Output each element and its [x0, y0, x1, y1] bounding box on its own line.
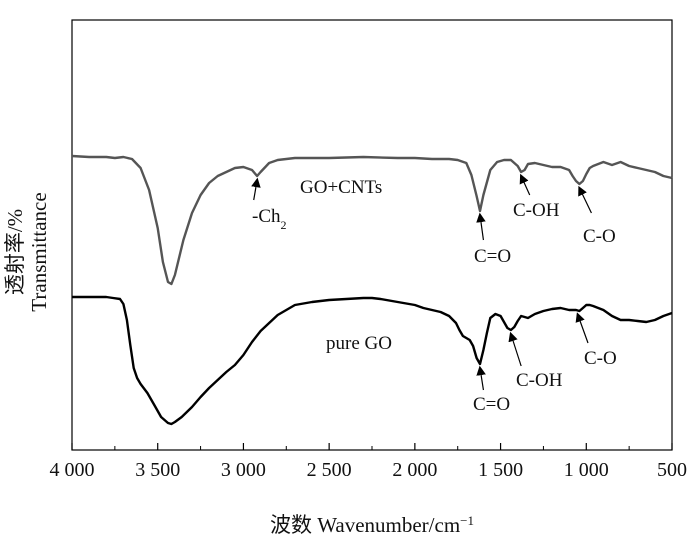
x-tick-label: 3 500 [135, 459, 180, 481]
series-labels: GO+CNTs pure GO [300, 177, 392, 354]
series-label-go-cnts: GO+CNTs [300, 177, 382, 198]
annotation-arrow [251, 177, 261, 201]
peak-annotations: -Ch2 C=O C-OH C-O C=O C-OH C-O [251, 173, 617, 415]
annotation-label-c_o2: C-O [584, 348, 617, 369]
x-tick-label: 3 000 [221, 459, 266, 481]
series-label-pure-go: pure GO [326, 333, 392, 354]
x-tick-label: 4 000 [50, 459, 95, 481]
x-axis-ticks: 4 000 3 500 3 000 2 500 2 000 1 500 1 000 500 [50, 443, 687, 481]
annotation-arrow [476, 365, 486, 391]
x-tick-label: 2 500 [307, 459, 352, 481]
annotation-label-co2: C=O [473, 394, 510, 415]
series-line-0 [71, 154, 673, 286]
annotation-arrow [476, 212, 486, 241]
annotation-arrow [519, 173, 531, 196]
x-axis-title: 波数 Wavenumber/cm−1 [270, 513, 474, 538]
y-axis-title: 透射率/%Transmittance [3, 192, 51, 311]
annotation-label-coh2: C-OH [516, 370, 563, 391]
annotation-arrow [578, 185, 592, 214]
annotation-arrow [508, 331, 522, 367]
x-tick-label: 2 000 [392, 459, 437, 481]
x-tick-label: 1 500 [478, 459, 523, 481]
plot-border [71, 19, 673, 451]
x-tick-label: 1 000 [564, 459, 609, 481]
annotation-label-c_o1: C-O [583, 226, 616, 247]
annotation-arrow [575, 312, 589, 344]
annotation-label-co1: C=O [474, 246, 511, 267]
x-tick-label: 500 [657, 459, 687, 481]
plot-frame [71, 19, 673, 451]
axis-titles: 波数 Wavenumber/cm−1 透射率/%Transmittance [3, 192, 474, 537]
annotation-label-coh1: C-OH [513, 200, 560, 221]
series-line-1 [72, 295, 673, 426]
series-lines [71, 154, 673, 426]
annotation-label-ch2: -Ch2 [252, 206, 287, 232]
